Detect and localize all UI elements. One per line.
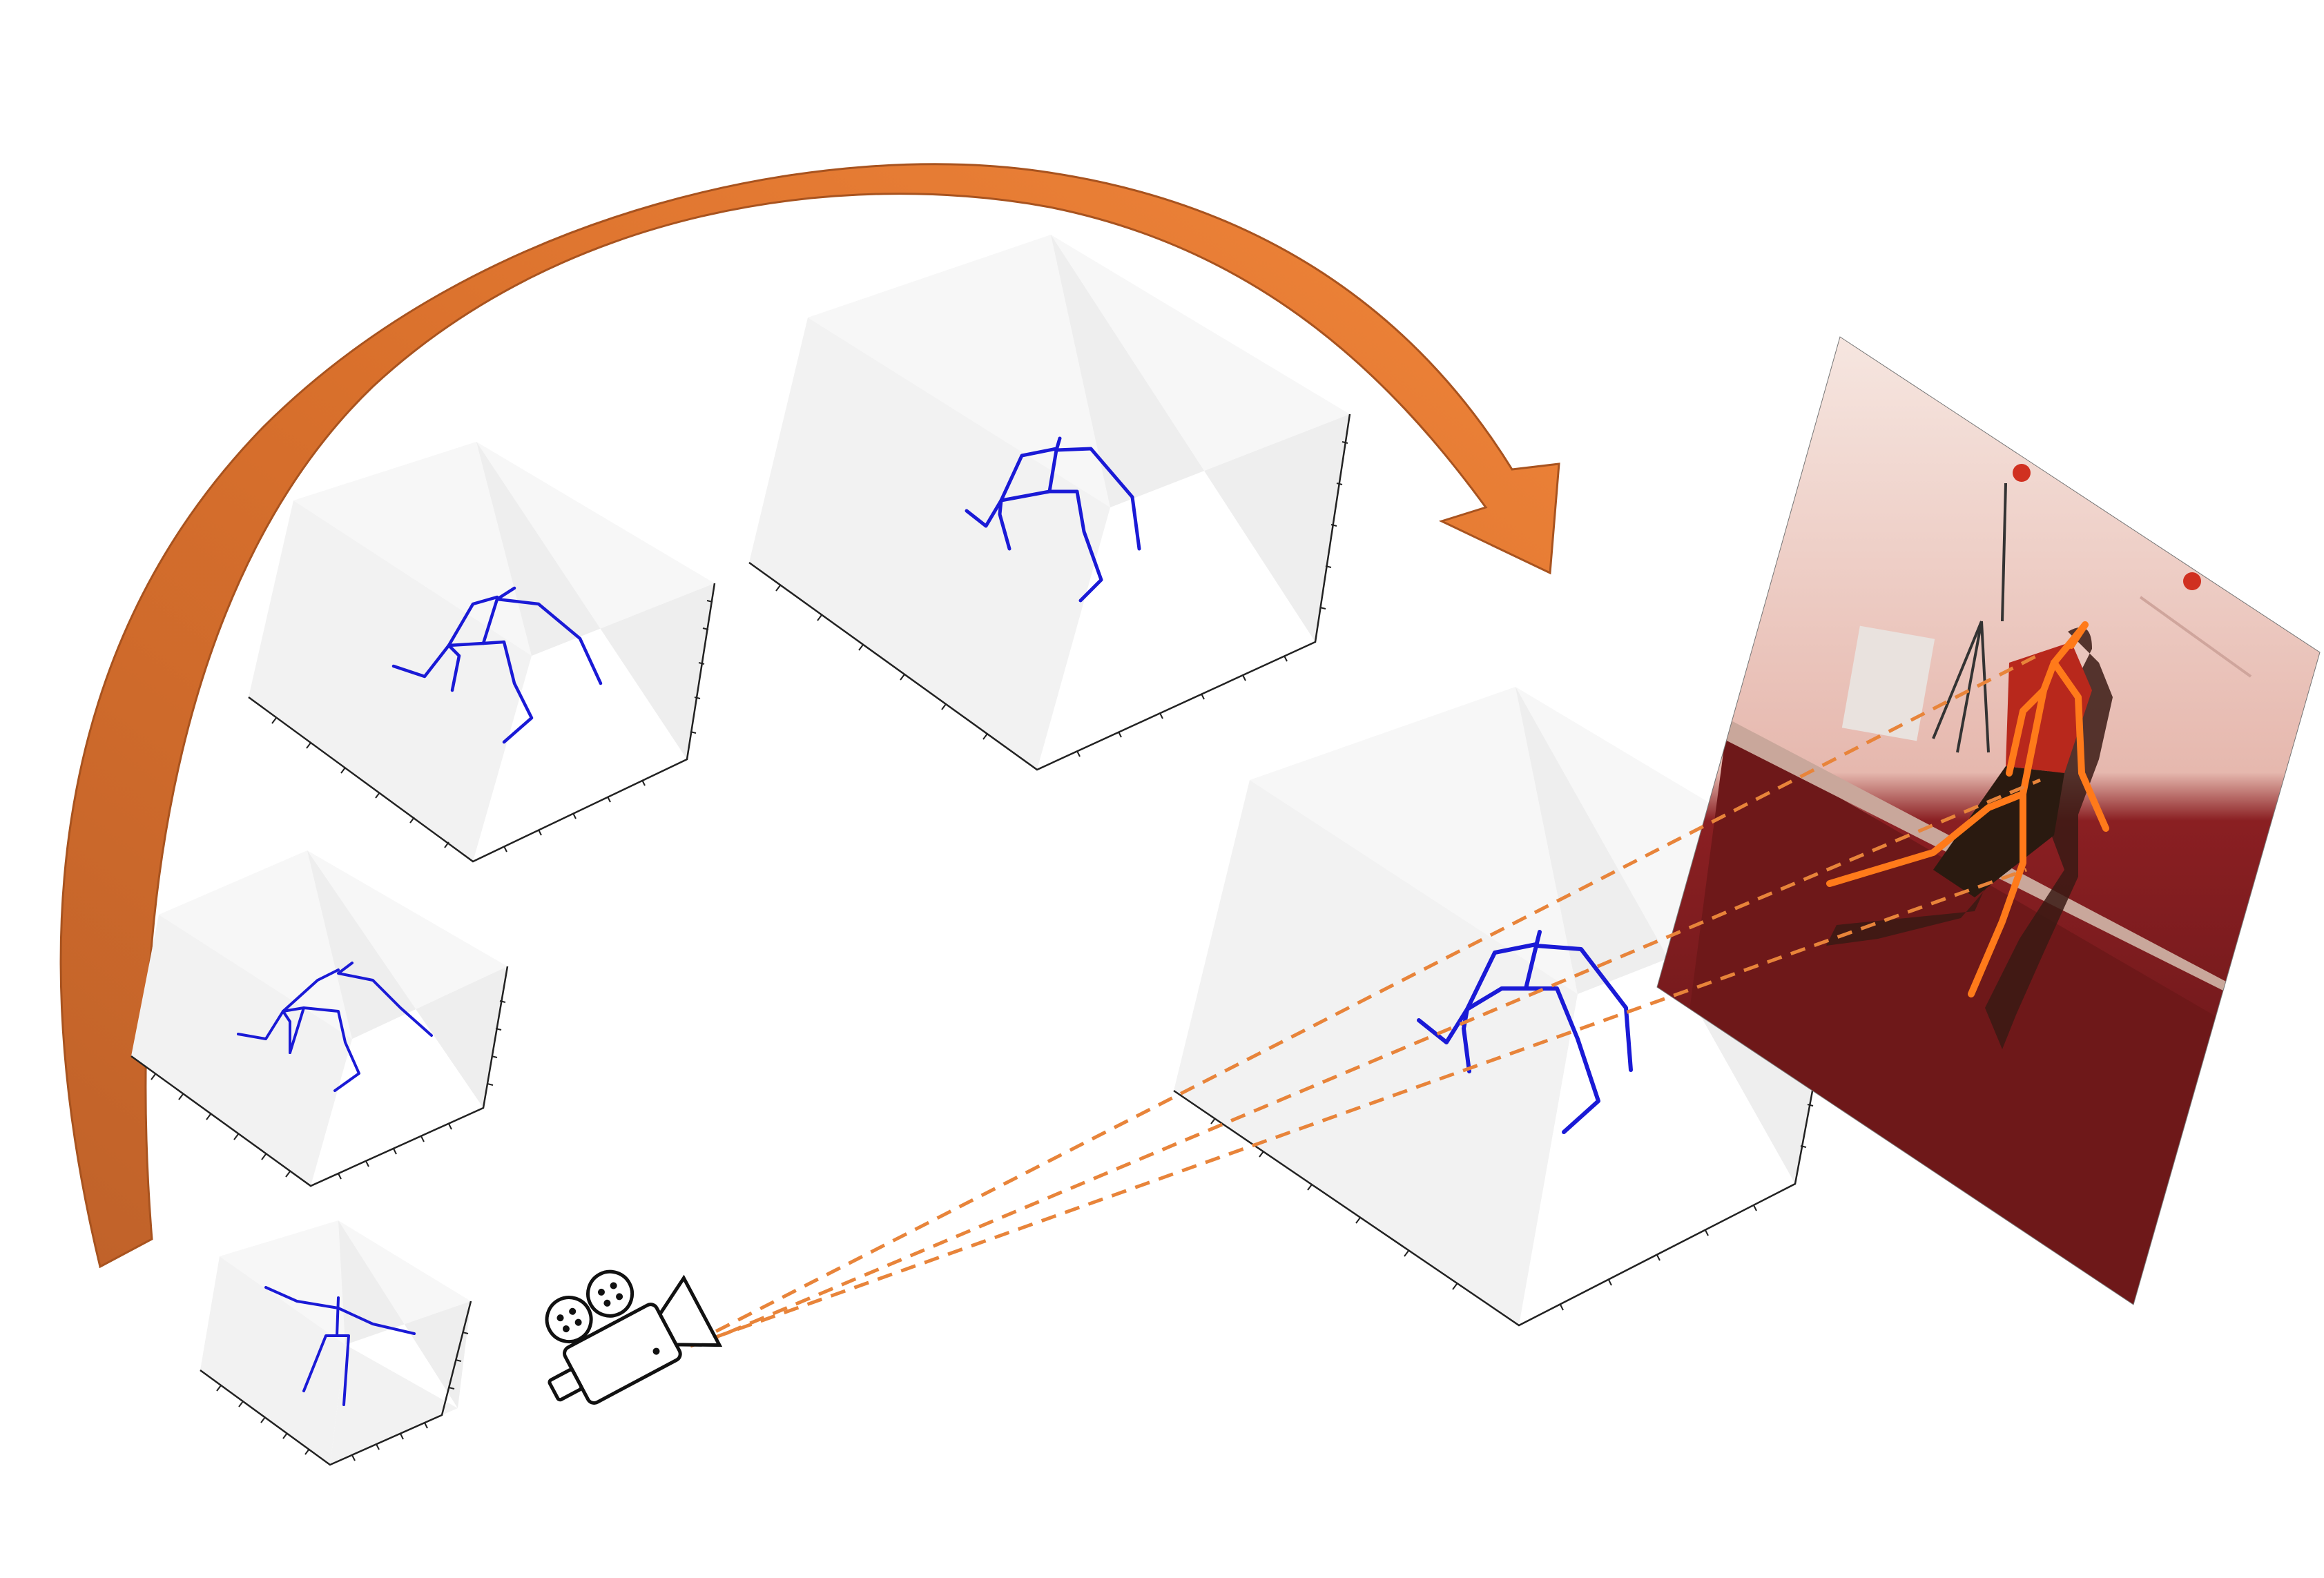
skeleton-t-pose — [264, 1286, 416, 1406]
photo-panel — [1656, 336, 2321, 1305]
curved-arrow-icon — [59, 163, 1560, 1269]
plot-top-center — [748, 235, 1351, 771]
skeleton-bent-pose-2 — [391, 586, 603, 744]
skeleton-bent-pose-3 — [965, 436, 1141, 603]
overlay-skeleton — [1826, 621, 2109, 997]
skeleton-bent-pose-4 — [1417, 930, 1633, 1134]
plot-upper-left — [248, 442, 716, 863]
projection-rays — [690, 650, 2045, 1348]
plot-mid-left — [130, 850, 509, 1187]
plot-small — [200, 1220, 472, 1466]
video-camera-icon — [545, 1269, 723, 1405]
skeleton-bent-pose-1 — [237, 962, 433, 1092]
